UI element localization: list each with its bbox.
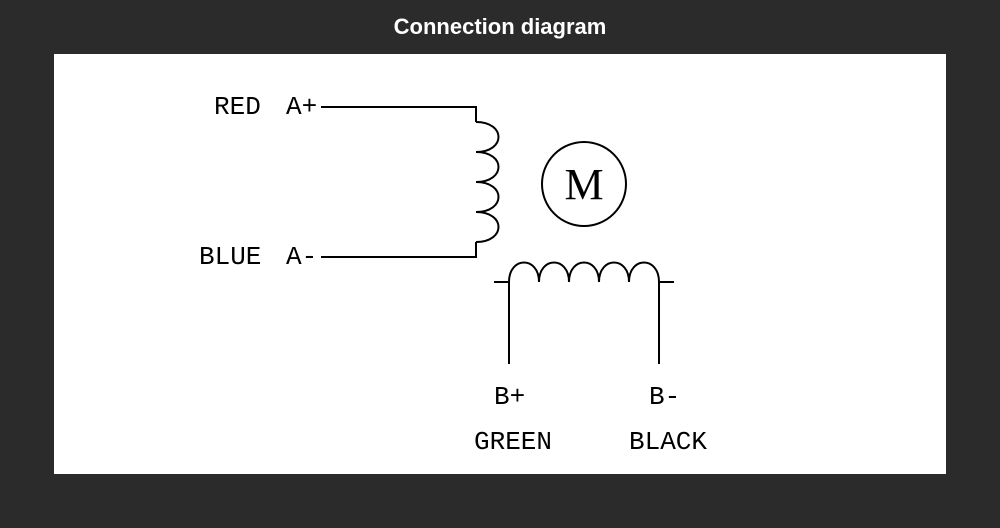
coil-a xyxy=(476,122,499,242)
label-a-minus: A- xyxy=(286,242,317,272)
label-black: BLACK xyxy=(629,427,707,457)
lead-a-plus xyxy=(321,107,476,122)
lead-b-plus xyxy=(494,282,509,364)
label-b-plus: B+ xyxy=(494,382,525,412)
lead-a-minus xyxy=(321,242,476,257)
label-green: GREEN xyxy=(474,427,552,457)
diagram-panel: M RED A+ BLUE A- B+ B- GREEN BLACK xyxy=(54,54,946,474)
label-b-minus: B- xyxy=(649,382,680,412)
diagram-title: Connection diagram xyxy=(0,0,1000,40)
motor-label: M xyxy=(564,160,603,209)
lead-b-minus xyxy=(659,282,674,364)
label-blue: BLUE xyxy=(199,242,261,272)
connection-diagram-svg: M RED A+ BLUE A- B+ B- GREEN BLACK xyxy=(54,54,946,474)
diagram-frame: Connection diagram M RED A+ xyxy=(0,0,1000,528)
label-red: RED xyxy=(214,92,261,122)
coil-b xyxy=(509,263,659,283)
label-a-plus: A+ xyxy=(286,92,317,122)
